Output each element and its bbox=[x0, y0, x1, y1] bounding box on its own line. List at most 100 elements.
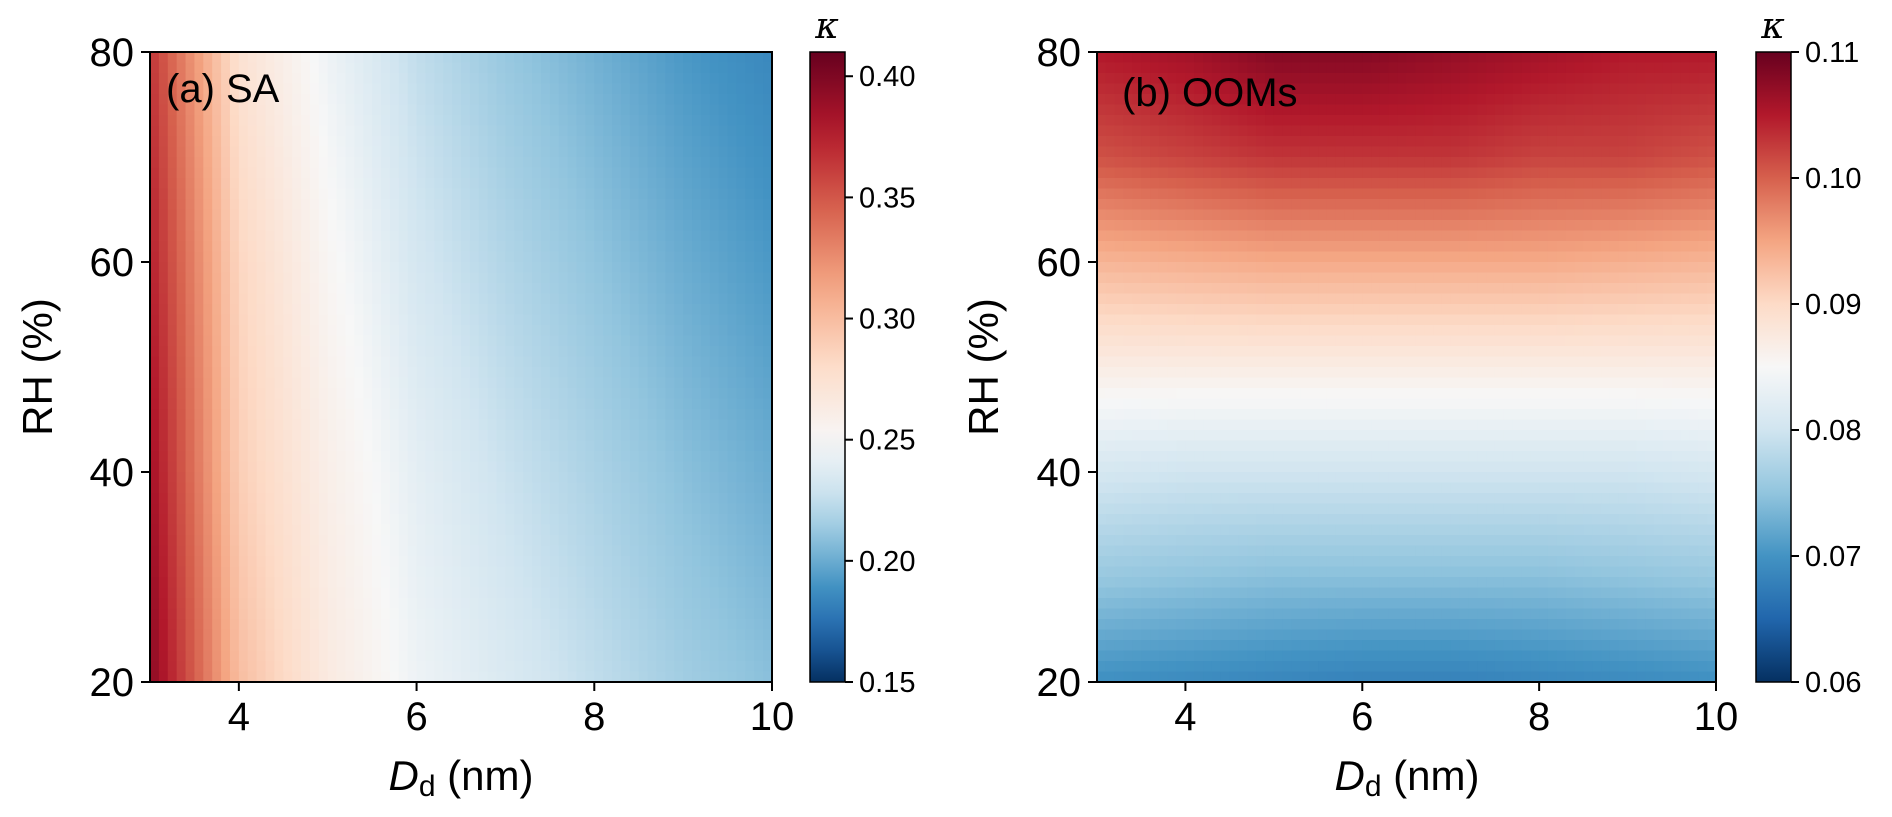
heatmap-cell bbox=[656, 566, 666, 578]
heatmap-cell bbox=[229, 524, 240, 536]
heatmap-cell bbox=[425, 472, 435, 484]
heatmap-cell bbox=[505, 377, 515, 389]
x-tick-label: 4 bbox=[228, 695, 250, 739]
heatmap-cell bbox=[1203, 104, 1213, 116]
heatmap-cell bbox=[301, 535, 311, 547]
heatmap-cell bbox=[247, 209, 258, 221]
heatmap-cell bbox=[389, 209, 400, 221]
heatmap-cell bbox=[443, 367, 453, 379]
heatmap-cell bbox=[203, 125, 213, 137]
heatmap-cell bbox=[452, 335, 462, 347]
heatmap-cell bbox=[718, 545, 729, 557]
heatmap-cell bbox=[1326, 125, 1337, 137]
heatmap-cell bbox=[309, 640, 320, 652]
heatmap-cell bbox=[434, 482, 444, 494]
heatmap-cell bbox=[203, 52, 213, 64]
heatmap-cell bbox=[416, 62, 427, 74]
heatmap-cell bbox=[301, 136, 311, 148]
heatmap-cell bbox=[1105, 146, 1116, 158]
heatmap-cell bbox=[416, 199, 427, 211]
heatmap-cell bbox=[1441, 73, 1452, 85]
heatmap-cell bbox=[372, 545, 382, 557]
heatmap-cell bbox=[354, 503, 364, 515]
heatmap-cell bbox=[274, 272, 284, 284]
heatmap-cell bbox=[327, 136, 338, 148]
heatmap-cell bbox=[1114, 52, 1125, 64]
heatmap-cell bbox=[309, 314, 320, 326]
heatmap-cell bbox=[674, 503, 684, 515]
heatmap-cell bbox=[1114, 146, 1125, 158]
heatmap-cell bbox=[585, 661, 595, 673]
heatmap-cell bbox=[1309, 83, 1319, 95]
heatmap-cell bbox=[505, 136, 515, 148]
heatmap-cell bbox=[167, 62, 178, 74]
heatmap-cell bbox=[540, 104, 551, 116]
heatmap-cell bbox=[167, 566, 178, 578]
heatmap-cell bbox=[540, 167, 551, 179]
heatmap-cell bbox=[309, 83, 320, 95]
heatmap-cell bbox=[238, 535, 249, 547]
heatmap-cell bbox=[434, 545, 444, 557]
heatmap-cell bbox=[452, 230, 462, 242]
heatmap-cell bbox=[167, 619, 178, 631]
heatmap-cell bbox=[389, 62, 400, 74]
heatmap-cell bbox=[327, 535, 338, 547]
heatmap-cell bbox=[336, 293, 347, 305]
heatmap-cell bbox=[549, 356, 560, 368]
heatmap-cell bbox=[585, 388, 595, 400]
heatmap-cell bbox=[629, 566, 640, 578]
heatmap-cell bbox=[549, 419, 560, 431]
heatmap-cell bbox=[647, 440, 658, 452]
heatmap-cell bbox=[514, 199, 524, 211]
heatmap-cell bbox=[620, 241, 631, 253]
heatmap-cell bbox=[1609, 94, 1620, 106]
heatmap-cell bbox=[549, 671, 560, 683]
heatmap-cell bbox=[647, 640, 658, 652]
heatmap-cell bbox=[736, 62, 746, 74]
heatmap-cell bbox=[443, 241, 453, 253]
heatmap-cell bbox=[1291, 52, 1301, 64]
heatmap-cell bbox=[363, 566, 373, 578]
heatmap-cell bbox=[496, 62, 507, 74]
heatmap-cell bbox=[1388, 52, 1399, 64]
heatmap-cell bbox=[469, 104, 480, 116]
heatmap-cell bbox=[638, 482, 649, 494]
heatmap-cell bbox=[345, 346, 355, 358]
heatmap-cell bbox=[1344, 136, 1355, 148]
heatmap-cell bbox=[345, 325, 355, 337]
heatmap-cell bbox=[514, 188, 524, 200]
heatmap-cell bbox=[425, 671, 435, 683]
heatmap-cell bbox=[514, 598, 524, 610]
heatmap-cell bbox=[229, 293, 240, 305]
heatmap-cell bbox=[727, 62, 738, 74]
heatmap-cell bbox=[150, 461, 160, 473]
heatmap-cell bbox=[514, 94, 524, 106]
heatmap-cell bbox=[256, 136, 267, 148]
heatmap-cell bbox=[585, 199, 595, 211]
heatmap-cell bbox=[1141, 157, 1151, 169]
heatmap-cell bbox=[443, 461, 453, 473]
heatmap-cell bbox=[301, 608, 311, 620]
heatmap-cell bbox=[469, 209, 480, 221]
heatmap-cell bbox=[709, 587, 720, 599]
heatmap-cell bbox=[620, 535, 631, 547]
heatmap-cell bbox=[425, 661, 435, 673]
heatmap-cell bbox=[150, 356, 160, 368]
heatmap-cell bbox=[478, 241, 489, 253]
heatmap-cell bbox=[718, 598, 729, 610]
heatmap-cell bbox=[763, 230, 773, 242]
heatmap-cell bbox=[336, 419, 347, 431]
heatmap-cell bbox=[665, 472, 675, 484]
heatmap-cell bbox=[327, 545, 338, 557]
heatmap-cell bbox=[487, 367, 498, 379]
heatmap-cell bbox=[1282, 73, 1293, 85]
heatmap-cell bbox=[1114, 115, 1125, 127]
heatmap-cell bbox=[478, 314, 489, 326]
heatmap-cell bbox=[576, 293, 586, 305]
heatmap-cell bbox=[1256, 157, 1266, 169]
heatmap-cell bbox=[1291, 94, 1301, 106]
heatmap-cell bbox=[718, 293, 729, 305]
heatmap-cell bbox=[1256, 52, 1266, 64]
heatmap-cell bbox=[318, 472, 329, 484]
heatmap-cell bbox=[416, 293, 427, 305]
